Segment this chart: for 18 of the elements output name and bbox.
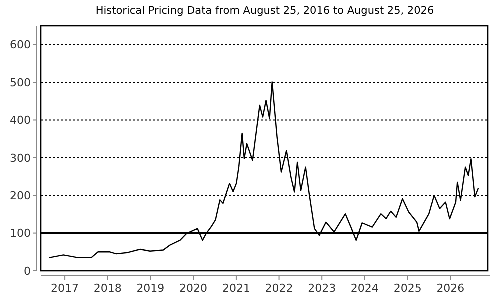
y-tick-label: 200 <box>10 189 31 202</box>
y-tick-label: 600 <box>10 38 31 52</box>
y-tick-label: 100 <box>10 227 31 240</box>
x-tick-label: 2018 <box>94 282 122 295</box>
y-tick-label: 400 <box>10 114 31 128</box>
x-tick-label: 2021 <box>222 282 250 295</box>
x-tick-label: 2024 <box>350 282 379 295</box>
y-tick-label: 500 <box>10 76 31 90</box>
x-tick-label: 2026 <box>436 282 465 295</box>
x-tick-label: 2022 <box>265 282 294 295</box>
x-tick-label: 2020 <box>180 282 208 295</box>
x-tick-label: 2023 <box>308 282 336 295</box>
x-tick-label: 2017 <box>51 282 80 295</box>
y-tick-label: 300 <box>10 152 31 165</box>
chart-title: Historical Pricing Data from August 25, 2016 to August 25, 2026 <box>96 5 434 17</box>
x-tick-label: 2025 <box>394 282 422 295</box>
x-tick-label: 2019 <box>136 282 165 295</box>
y-tick-label: 0 <box>24 264 31 278</box>
